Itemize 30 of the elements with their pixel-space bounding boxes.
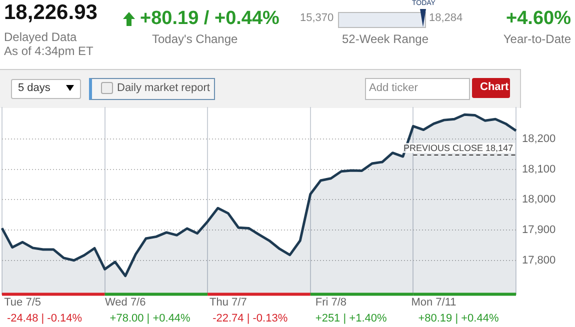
text: Chart xyxy=(480,81,509,93)
text: Add ticker xyxy=(369,82,418,94)
text: 15,370 xyxy=(300,12,334,24)
text: 18,284 xyxy=(429,12,463,24)
x-tick-label: Wed 7/6 xyxy=(104,296,146,308)
x-tick-label: Mon 7/11 xyxy=(411,296,456,308)
text: 52-Week Range xyxy=(342,32,428,46)
text: -24.48 | -0.14% xyxy=(7,312,82,324)
text: +80.19 | +0.44% xyxy=(418,312,499,324)
text: 5 days xyxy=(18,82,50,94)
x-tick-label: Thu 7/7 xyxy=(210,296,247,308)
y-tick-label: 18,200 xyxy=(522,132,556,145)
x-tick-label: Tue 7/5 xyxy=(4,296,42,308)
chart-title: 18,226.93 xyxy=(4,1,98,25)
text: As of 4:34pm ET xyxy=(4,44,94,58)
text: Today's Change xyxy=(152,32,238,46)
text: Delayed Data xyxy=(4,30,77,44)
text: -22.74 | -0.13% xyxy=(212,312,288,324)
y-tick-label: 17,800 xyxy=(522,254,556,266)
text: +80.19 / +0.44% xyxy=(140,8,280,30)
text: +251 | +1.40% xyxy=(315,312,387,324)
ref-line-label: PREVIOUS CLOSE 18,147 xyxy=(403,142,513,153)
text: +4.60% xyxy=(506,8,571,30)
text: Daily market report xyxy=(117,82,210,94)
text: +78.00 | +0.44% xyxy=(110,312,191,324)
y-tick-label: 17,900 xyxy=(522,224,556,236)
text: Year-to-Date xyxy=(503,32,571,46)
y-tick-label: 18,100 xyxy=(522,163,556,176)
y-tick-label: 18,000 xyxy=(522,194,556,206)
x-tick-label: Fri 7/8 xyxy=(315,296,347,308)
